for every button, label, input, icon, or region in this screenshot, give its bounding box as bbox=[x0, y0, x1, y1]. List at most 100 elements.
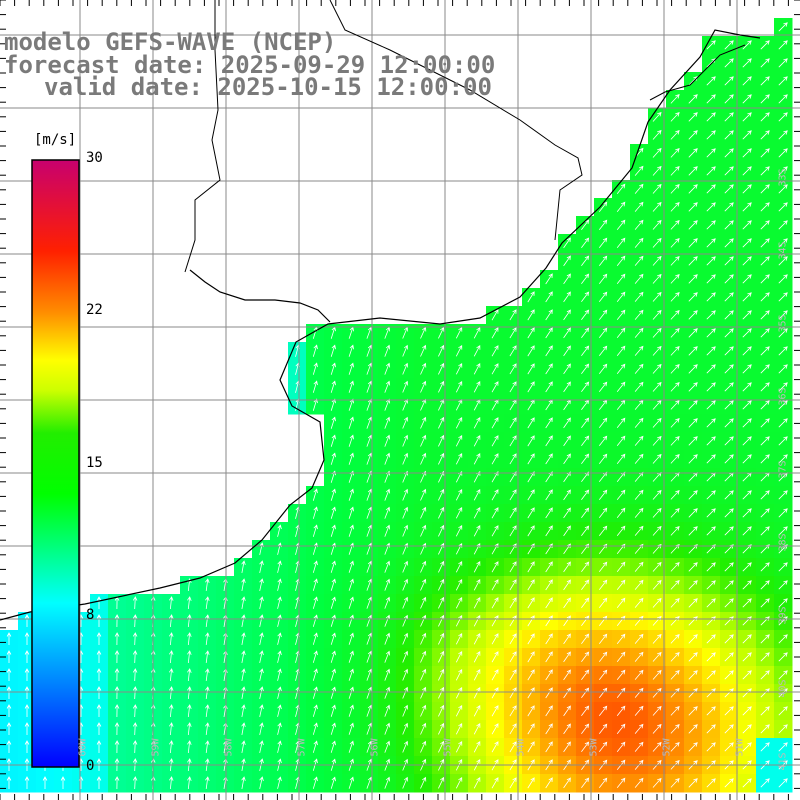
wind-arrow bbox=[742, 166, 752, 176]
wind-arrow bbox=[205, 614, 210, 627]
wind-arrow bbox=[312, 632, 318, 645]
wind-arrow bbox=[114, 686, 120, 700]
wind-arrow bbox=[688, 724, 698, 734]
wind-arrow bbox=[670, 417, 680, 428]
wind-arrow bbox=[348, 416, 354, 429]
wind-arrow bbox=[312, 686, 318, 699]
wind-arrow bbox=[724, 364, 734, 374]
wind-arrow bbox=[348, 452, 354, 465]
wind-arrow bbox=[634, 201, 644, 212]
wind-arrow bbox=[688, 454, 698, 464]
wind-arrow bbox=[616, 291, 626, 302]
wind-arrow bbox=[473, 380, 481, 393]
wind-arrow bbox=[438, 416, 445, 429]
wind-arrow bbox=[760, 706, 770, 716]
wind-arrow bbox=[384, 398, 391, 411]
wind-arrow bbox=[330, 578, 336, 591]
wind-arrow bbox=[760, 724, 770, 734]
wind-arrow bbox=[527, 507, 535, 519]
wind-arrow bbox=[473, 668, 481, 681]
wind-arrow bbox=[509, 363, 517, 375]
wind-arrow bbox=[688, 382, 698, 392]
wind-arrow bbox=[616, 453, 626, 464]
wind-arrow bbox=[438, 362, 445, 375]
wind-arrow bbox=[563, 687, 571, 699]
wind-arrow bbox=[778, 274, 788, 284]
wind-arrow bbox=[724, 292, 734, 302]
wind-arrow bbox=[634, 507, 644, 518]
wind-arrow bbox=[545, 345, 553, 357]
wind-arrow bbox=[742, 76, 752, 86]
wind-arrow bbox=[581, 741, 590, 753]
wind-arrow bbox=[563, 345, 571, 357]
wind-arrow bbox=[778, 112, 788, 122]
wind-arrow bbox=[187, 776, 192, 790]
wind-arrow bbox=[778, 346, 788, 356]
wind-arrow bbox=[706, 202, 716, 212]
wind-arrow bbox=[241, 776, 246, 789]
wind-arrow bbox=[563, 291, 571, 303]
wind-arrow bbox=[384, 578, 391, 591]
wind-arrow bbox=[706, 400, 716, 410]
wind-arrow bbox=[527, 723, 535, 735]
wind-arrow bbox=[652, 489, 662, 500]
wind-arrow bbox=[473, 326, 481, 339]
wind-arrow bbox=[187, 614, 192, 628]
wind-arrow bbox=[634, 687, 644, 698]
wind-arrow bbox=[652, 255, 662, 266]
wind-arrow bbox=[778, 526, 788, 536]
wind-arrow bbox=[742, 670, 752, 680]
wind-arrows bbox=[6, 22, 788, 790]
wind-arrow bbox=[420, 722, 427, 735]
wind-arrow bbox=[132, 740, 138, 754]
wind-arrow bbox=[652, 597, 662, 608]
wind-arrow bbox=[742, 310, 752, 320]
wind-arrow bbox=[706, 598, 716, 608]
wind-arrow bbox=[545, 723, 553, 735]
wind-arrow bbox=[473, 416, 481, 429]
wind-arrow bbox=[688, 652, 698, 662]
wind-arrow bbox=[348, 560, 354, 573]
wind-arrow bbox=[438, 686, 445, 699]
wind-arrow bbox=[598, 723, 608, 734]
wind-arrow bbox=[491, 453, 499, 465]
wind-arrow bbox=[598, 201, 608, 212]
wind-arrow bbox=[455, 668, 463, 681]
wind-arrow bbox=[634, 309, 644, 320]
wind-arrow bbox=[312, 524, 318, 537]
wind-arrow bbox=[724, 346, 734, 356]
wind-arrow bbox=[581, 507, 590, 519]
wind-arrow bbox=[420, 596, 427, 609]
wind-arrow bbox=[634, 489, 644, 500]
wind-arrow bbox=[545, 363, 553, 375]
wind-arrow bbox=[491, 777, 499, 789]
wind-arrow bbox=[438, 524, 445, 537]
colorbar-tick: 0 bbox=[86, 758, 95, 774]
wind-arrow bbox=[778, 148, 788, 158]
wind-arrow bbox=[742, 490, 752, 500]
wind-arrow bbox=[259, 614, 264, 627]
wind-arrow bbox=[742, 256, 752, 266]
wind-arrow bbox=[652, 525, 662, 536]
wind-arrow bbox=[473, 578, 481, 591]
wind-arrow bbox=[527, 291, 535, 303]
wind-arrow bbox=[563, 741, 571, 753]
wind-arrow bbox=[742, 400, 752, 410]
wind-arrow bbox=[420, 704, 427, 717]
wind-arrow bbox=[527, 489, 535, 501]
wind-arrow bbox=[545, 327, 553, 339]
wind-arrow bbox=[563, 417, 571, 429]
wind-arrow bbox=[114, 668, 120, 682]
wind-arrow bbox=[706, 256, 716, 266]
wind-arrow bbox=[563, 723, 571, 735]
wind-arrow bbox=[616, 363, 626, 374]
wind-arrow bbox=[509, 651, 517, 663]
wind-arrow bbox=[688, 220, 698, 230]
wind-arrow bbox=[384, 740, 391, 753]
wind-arrow bbox=[330, 344, 336, 357]
wind-arrow bbox=[527, 345, 535, 357]
wind-arrow bbox=[581, 219, 590, 231]
wind-arrow bbox=[724, 148, 734, 158]
wind-arrow bbox=[670, 633, 680, 644]
wind-arrow bbox=[545, 687, 553, 699]
